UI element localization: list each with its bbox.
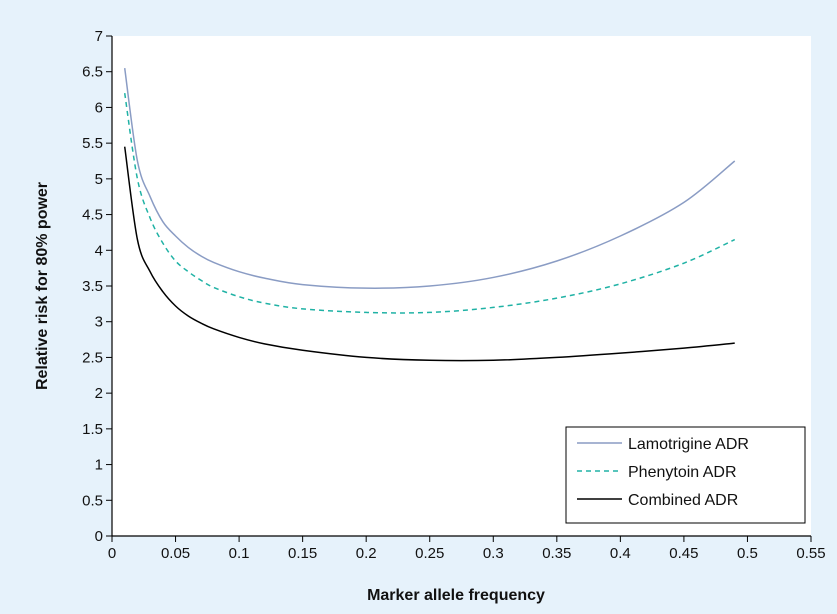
y-tick-label: 5 <box>95 171 103 188</box>
x-tick-label: 0.35 <box>542 545 571 562</box>
legend-label-combined: Combined ADR <box>628 492 738 509</box>
x-tick-label: 0.2 <box>356 545 377 562</box>
y-axis-title: Relative risk for 80% power <box>34 182 51 390</box>
y-tick-label: 6 <box>95 99 103 116</box>
series-layer <box>123 68 736 362</box>
y-tick-label: 3 <box>95 314 103 331</box>
x-tick-label: 0.15 <box>288 545 317 562</box>
x-tick-label: 0.4 <box>610 545 631 562</box>
y-tick-label: 3.5 <box>82 278 103 295</box>
x-axis-title: Marker allele frequency <box>367 587 545 604</box>
y-tick-label: 0.5 <box>82 492 103 509</box>
y-tick-label: 5.5 <box>82 135 103 152</box>
x-tick-label: 0.55 <box>796 545 825 562</box>
y-tick-label: 7 <box>95 28 103 45</box>
x-tick-label: 0.45 <box>669 545 698 562</box>
x-tick-label: 0.1 <box>229 545 250 562</box>
y-tick-label: 1.5 <box>82 421 103 438</box>
y-tick-label: 2.5 <box>82 349 103 366</box>
x-tick-label: 0.5 <box>737 545 758 562</box>
y-ticks: 0 0.5 1 1.5 2 2.5 3 3.5 4 4.5 5 5.5 6 6.5 7 <box>82 28 112 545</box>
x-ticks: 0 0.05 0.1 0.15 0.2 0.25 0.3 0.35 0.4 0.45 0.5 0.55 <box>108 536 826 562</box>
legend: Lamotrigine ADR Phenytoin ADR Combined A… <box>565 426 806 524</box>
series-line-lamotrigine-adr <box>123 68 736 289</box>
y-tick-label: 6.5 <box>82 64 103 81</box>
x-tick-label: 0.25 <box>415 545 444 562</box>
y-tick-label: 0 <box>95 528 103 545</box>
y-tick-label: 2 <box>95 385 103 402</box>
series-line-combined-adr <box>123 146 735 362</box>
x-tick-label: 0.05 <box>161 545 190 562</box>
legend-label-lamotrigine: Lamotrigine ADR <box>628 436 749 453</box>
y-tick-label: 4.5 <box>82 207 103 224</box>
y-tick-label: 4 <box>95 242 103 259</box>
x-tick-label: 0 <box>108 545 116 562</box>
y-tick-label: 1 <box>95 457 103 474</box>
series-line-phenytoin-adr <box>123 93 736 314</box>
x-tick-label: 0.3 <box>483 545 504 562</box>
legend-label-phenytoin: Phenytoin ADR <box>628 464 737 481</box>
